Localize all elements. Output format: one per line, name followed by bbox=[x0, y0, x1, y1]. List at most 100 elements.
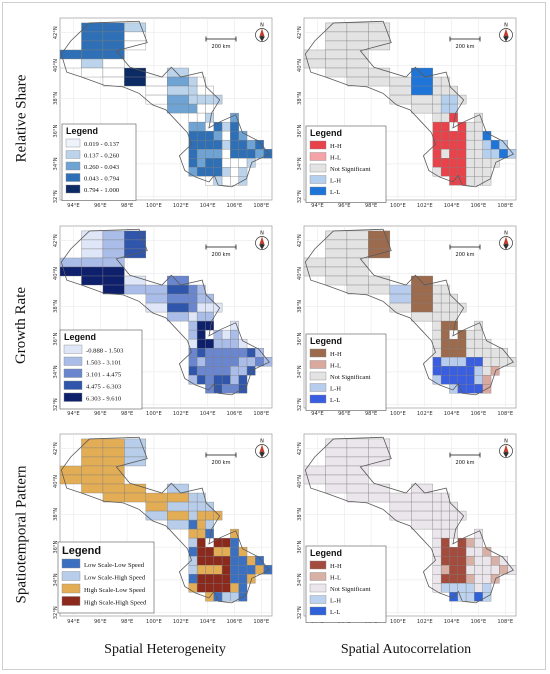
county-region bbox=[490, 564, 500, 575]
county-region bbox=[346, 284, 369, 295]
county-region bbox=[432, 347, 442, 358]
county-region bbox=[449, 347, 458, 358]
county-region bbox=[440, 375, 450, 385]
county-region bbox=[346, 31, 369, 42]
county-region bbox=[167, 311, 189, 322]
legend-item-label: 3.101 - 4.475 bbox=[86, 372, 122, 379]
county-region bbox=[196, 564, 206, 575]
y-tick-label: 32°N bbox=[53, 398, 59, 411]
county-region bbox=[474, 356, 483, 367]
legend-swatch bbox=[309, 360, 327, 369]
county-region bbox=[432, 366, 442, 376]
county-region bbox=[213, 347, 223, 358]
x-tick-label: 98°E bbox=[121, 411, 133, 417]
x-tick-label: 98°E bbox=[365, 411, 377, 417]
y-tick-label: 38°N bbox=[297, 508, 303, 521]
legend-swatch bbox=[309, 348, 327, 358]
county-region bbox=[482, 555, 492, 566]
county-region bbox=[255, 564, 264, 575]
county-region bbox=[205, 528, 214, 539]
county-region bbox=[482, 375, 492, 385]
county-region bbox=[246, 158, 256, 168]
scale-bar-label: 200 km bbox=[456, 252, 475, 258]
x-tick-label: 100°E bbox=[146, 411, 162, 417]
county-region bbox=[440, 320, 450, 331]
county-region bbox=[221, 384, 231, 394]
county-region bbox=[238, 375, 248, 385]
x-tick-label: 100°E bbox=[390, 411, 406, 417]
x-tick-label: 106°E bbox=[227, 411, 243, 417]
county-region bbox=[449, 574, 458, 584]
county-region bbox=[124, 447, 147, 458]
county-region bbox=[213, 130, 223, 141]
county-region bbox=[449, 564, 458, 575]
county-region bbox=[457, 375, 467, 385]
y-tick-label: 32°N bbox=[53, 190, 59, 203]
county-region bbox=[145, 510, 168, 521]
x-tick-label: 108°E bbox=[253, 411, 269, 417]
county-regions bbox=[59, 230, 273, 394]
county-region bbox=[238, 158, 248, 168]
county-region bbox=[196, 528, 206, 539]
legend-item-label: H-L bbox=[330, 363, 341, 370]
county-region bbox=[102, 483, 125, 494]
county-region bbox=[432, 329, 442, 340]
county-region bbox=[432, 76, 442, 87]
county-region bbox=[124, 239, 147, 250]
county-region bbox=[457, 148, 467, 159]
county-region bbox=[196, 167, 206, 177]
county-region bbox=[346, 230, 369, 241]
county-region bbox=[213, 546, 223, 557]
county-region bbox=[411, 302, 433, 313]
y-tick-label: 40°N bbox=[297, 267, 303, 280]
x-tick-label: 98°E bbox=[365, 203, 377, 209]
legend-item-label: 0.043 - 0.794 bbox=[84, 176, 120, 183]
county-region bbox=[465, 329, 475, 340]
y-tick-label: 42°N bbox=[53, 26, 59, 39]
county-region bbox=[411, 85, 433, 96]
map-legend: Legend 0.019 - 0.137 0.137 - 0.260 0.260 - … bbox=[61, 123, 137, 201]
county-region bbox=[325, 58, 348, 69]
county-region bbox=[221, 592, 231, 602]
county-region bbox=[368, 76, 391, 87]
county-region bbox=[102, 257, 125, 268]
legend-item-label: Low Scale-High Speed bbox=[84, 575, 146, 582]
county-region bbox=[188, 347, 198, 358]
scale-bar: 200 km bbox=[205, 244, 237, 258]
county-region bbox=[325, 266, 348, 277]
county-region bbox=[188, 555, 198, 566]
county-region bbox=[346, 76, 369, 87]
y-tick-label: 42°N bbox=[297, 442, 303, 455]
county-region bbox=[440, 574, 450, 584]
county-region bbox=[449, 375, 458, 385]
county-region bbox=[325, 456, 348, 467]
y-tick-label: 34°N bbox=[53, 573, 59, 586]
county-region bbox=[325, 49, 348, 60]
county-region bbox=[440, 338, 450, 349]
map-panel-growth-rate-autocorrelation: 94°E 96°E 98°E 100°E 102°E 104°E 106°E 108°E 42°… bbox=[292, 222, 530, 422]
county-region bbox=[457, 139, 467, 150]
county-region bbox=[474, 574, 483, 584]
county-region bbox=[389, 510, 412, 521]
county-region bbox=[474, 130, 483, 141]
county-region bbox=[490, 347, 500, 358]
y-tick-label: 40°N bbox=[53, 59, 59, 72]
scale-bar: 200 km bbox=[449, 36, 481, 50]
county-region bbox=[205, 546, 214, 557]
legend-item-label: L-L bbox=[330, 397, 340, 404]
x-tick-label: 104°E bbox=[444, 411, 460, 417]
county-region bbox=[457, 510, 467, 521]
county-region bbox=[482, 130, 492, 141]
county-region bbox=[432, 338, 442, 349]
county-region bbox=[213, 94, 223, 105]
x-tick-label: 102°E bbox=[417, 203, 433, 209]
county-region bbox=[263, 148, 273, 159]
county-region bbox=[440, 501, 450, 512]
county-region bbox=[188, 510, 198, 521]
county-region bbox=[482, 366, 492, 376]
county-region bbox=[124, 284, 147, 295]
county-region bbox=[440, 356, 450, 367]
county-region bbox=[196, 320, 206, 331]
county-region bbox=[230, 139, 239, 150]
